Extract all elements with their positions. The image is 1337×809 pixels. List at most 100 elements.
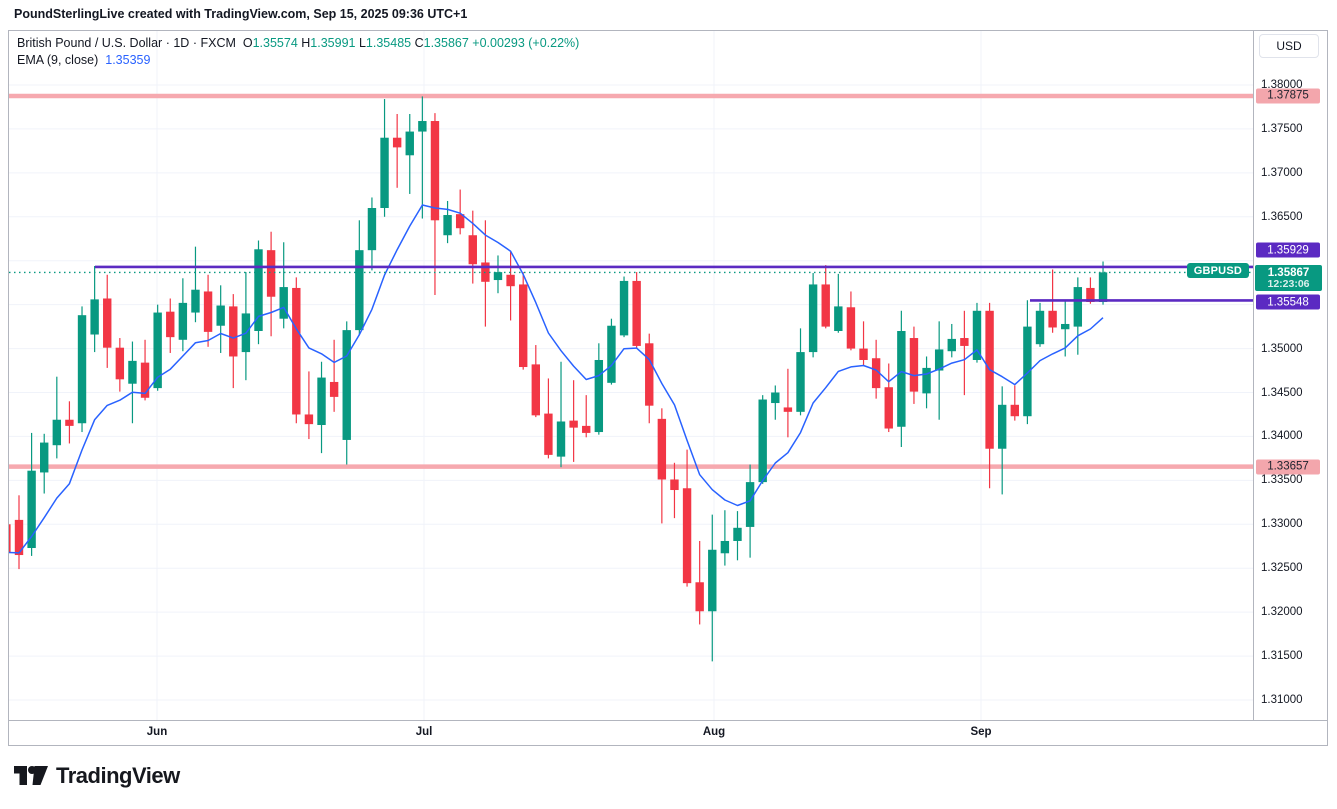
price-tick-label: 1.31000 bbox=[1261, 694, 1303, 706]
ohlc-value: 1.35485 bbox=[365, 36, 415, 50]
month-label-aug: Aug bbox=[702, 726, 726, 738]
interval-label[interactable]: 1D bbox=[173, 36, 190, 50]
candle-body bbox=[859, 348, 868, 360]
candle-body bbox=[720, 540, 730, 554]
candle-body bbox=[405, 131, 414, 156]
candle-body bbox=[317, 377, 326, 426]
candle-body bbox=[834, 306, 843, 331]
candle-body bbox=[645, 343, 654, 406]
chart-pane[interactable]: British Pound / U.S. Dollar · 1D · FXCM … bbox=[9, 31, 1253, 721]
legend-main-row: British Pound / U.S. Dollar · 1D · FXCM … bbox=[17, 35, 579, 52]
level-price-badge: 1.35929 bbox=[1256, 242, 1320, 258]
price-tick-label: 1.37500 bbox=[1261, 122, 1303, 135]
price-tick-label: 1.35000 bbox=[1261, 342, 1303, 355]
candle-body bbox=[519, 284, 528, 368]
candle-body bbox=[304, 414, 314, 425]
candle-body bbox=[14, 519, 24, 556]
candle-body bbox=[329, 381, 339, 397]
candle-body bbox=[909, 338, 919, 392]
candle-body bbox=[1073, 287, 1083, 327]
price-tick-label: 1.36500 bbox=[1261, 210, 1303, 223]
ema-indicator-title[interactable]: EMA (9, close) bbox=[17, 53, 99, 67]
candle-body bbox=[342, 330, 351, 440]
candle-body bbox=[682, 488, 692, 584]
tradingview-logo[interactable]: TradingView bbox=[14, 763, 180, 789]
price-tick-label: 1.37000 bbox=[1261, 166, 1303, 179]
candle-body bbox=[216, 305, 225, 326]
candle-body bbox=[1098, 272, 1108, 303]
candle-body bbox=[972, 310, 982, 360]
candle-body bbox=[380, 137, 389, 208]
candle-body bbox=[493, 272, 503, 281]
ema-line bbox=[9, 204, 1104, 554]
candle-body bbox=[1035, 310, 1045, 345]
symbol-title[interactable]: British Pound / U.S. Dollar bbox=[17, 36, 163, 50]
current-price-badge: 1.35867 12:23:06 bbox=[1255, 265, 1322, 292]
candle-body bbox=[619, 280, 629, 336]
level-price-badge: 1.37875 bbox=[1256, 88, 1320, 104]
ohlc-key: O bbox=[242, 36, 253, 50]
price-tick-label: 1.34500 bbox=[1261, 386, 1303, 399]
candle-body bbox=[1086, 287, 1095, 303]
candle-body bbox=[203, 291, 213, 332]
price-tick-label: 1.31500 bbox=[1261, 650, 1303, 663]
candle-body bbox=[506, 274, 515, 287]
price-tick-label: 1.38000 bbox=[1261, 79, 1303, 91]
legend-separator: · bbox=[165, 36, 170, 50]
candle-body bbox=[266, 250, 276, 297]
price-tick-label: 1.32000 bbox=[1261, 606, 1303, 619]
candle-body bbox=[191, 289, 200, 313]
candle-body bbox=[1048, 310, 1057, 328]
candle-body bbox=[607, 325, 616, 383]
candle-body bbox=[796, 352, 805, 412]
candle-body bbox=[367, 208, 377, 251]
candle-body bbox=[670, 479, 679, 491]
candle-body bbox=[758, 399, 767, 483]
candle-body bbox=[1010, 404, 1019, 417]
candle-body bbox=[745, 482, 755, 527]
candle-body bbox=[468, 235, 477, 265]
candle-body bbox=[355, 250, 364, 331]
month-label-jun: Jun bbox=[146, 726, 168, 738]
candle-body bbox=[27, 470, 36, 549]
month-label-jul: Jul bbox=[415, 726, 433, 738]
candle-body bbox=[430, 121, 440, 221]
candle-body bbox=[443, 215, 452, 236]
chart-widget: British Pound / U.S. Dollar · 1D · FXCM … bbox=[8, 30, 1328, 746]
legend: British Pound / U.S. Dollar · 1D · FXCM … bbox=[17, 35, 579, 69]
candle-body bbox=[934, 349, 944, 371]
ohlc-key: C bbox=[414, 36, 424, 50]
candle-body bbox=[846, 307, 856, 349]
candlestick-chart[interactable] bbox=[9, 31, 1253, 721]
candle-body bbox=[292, 287, 301, 415]
currency-toggle-button[interactable]: USD bbox=[1259, 34, 1319, 58]
candle-body bbox=[103, 298, 112, 348]
candle-body bbox=[40, 442, 49, 473]
month-label-sep: Sep bbox=[970, 726, 992, 738]
price-axis[interactable]: USD 1.38000 1.37500 1.37000 1.36500 1.35000 1… bbox=[1253, 31, 1327, 721]
candle-body bbox=[985, 310, 994, 449]
price-line-symbol-label: GBPUSD bbox=[1186, 263, 1249, 279]
candle-body bbox=[52, 419, 62, 446]
time-axis[interactable]: Jun Jul Aug Sep bbox=[9, 720, 1327, 745]
candle-body bbox=[808, 284, 818, 353]
candle-body bbox=[178, 302, 188, 340]
legend-ema-row: EMA (9, close) 1.35359 bbox=[17, 52, 579, 69]
chart-header-attribution: PoundSterlingLive created with TradingVi… bbox=[14, 7, 468, 21]
candle-body bbox=[884, 387, 893, 429]
level-price-badge: 1.35548 bbox=[1256, 294, 1320, 310]
tradingview-logo-icon bbox=[14, 765, 48, 785]
candle-body bbox=[960, 338, 969, 346]
ohlc-value: 1.35991 bbox=[310, 36, 359, 50]
candle-body bbox=[897, 331, 906, 427]
candle-body bbox=[279, 287, 288, 319]
candle-body bbox=[922, 367, 931, 394]
candle-body bbox=[254, 249, 263, 331]
candle-body bbox=[9, 524, 11, 553]
candle-body bbox=[140, 362, 150, 398]
ema-indicator-value: 1.35359 bbox=[105, 53, 151, 67]
candle-body bbox=[783, 407, 793, 412]
price-tick-label: 1.33500 bbox=[1261, 474, 1303, 487]
candle-body bbox=[821, 284, 830, 327]
candle-body bbox=[632, 280, 641, 346]
